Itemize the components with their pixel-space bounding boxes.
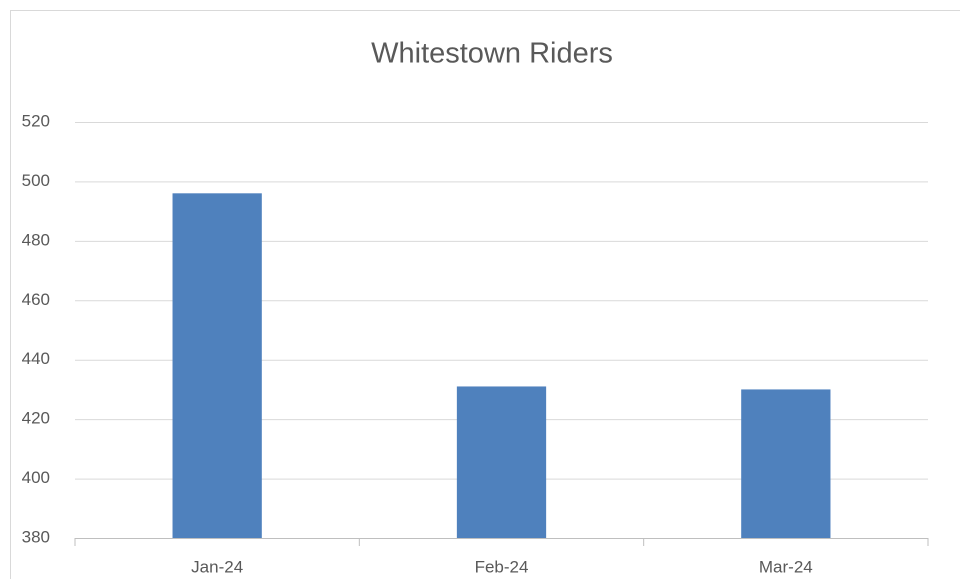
bar: [741, 389, 831, 538]
x-tick-label: Mar-24: [759, 557, 813, 576]
x-tick-label: Jan-24: [191, 557, 243, 576]
y-tick-label: 400: [22, 468, 50, 487]
y-tick-label: 460: [22, 290, 50, 309]
y-tick-label: 440: [22, 349, 50, 368]
y-tick-label: 420: [22, 409, 50, 428]
y-tick-label: 480: [22, 230, 50, 249]
chart-title: Whitestown Riders: [371, 38, 613, 70]
bar: [456, 386, 547, 538]
bar: [172, 193, 262, 539]
y-tick-label: 520: [22, 111, 50, 130]
y-tick-label: 380: [22, 527, 50, 546]
y-tick-label: 500: [22, 171, 50, 190]
x-tick-label: Feb-24: [475, 557, 529, 576]
